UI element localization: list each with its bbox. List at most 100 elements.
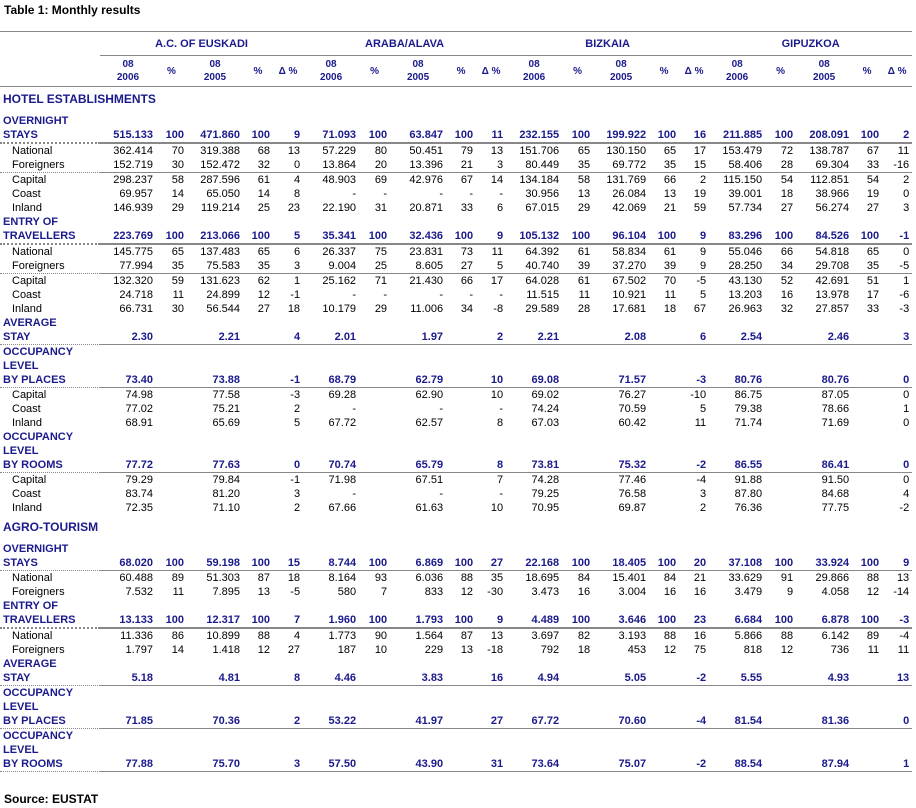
cell-araba-alava-delta-pct: 13 <box>490 630 504 642</box>
cell-a-c-of-euskadi-08-2006: 515.133 <box>100 114 156 144</box>
cell-gipuzkoa-pct-2006: 100 <box>765 114 797 144</box>
cell-gipuzkoa-pct-2005: 100 <box>852 542 883 571</box>
cell-a-c-of-euskadi-delta-pct: 2 <box>273 685 304 729</box>
cell-araba-alava-pct-2005: 34 <box>460 303 474 315</box>
cell-bizkaia-pct-2006: 13 <box>577 188 591 200</box>
cell-a-c-of-euskadi-pct-2005 <box>243 487 273 501</box>
cell-bizkaia-pct-2005: 70 <box>663 275 677 287</box>
row-label: Foreigners <box>0 158 100 173</box>
cell-bizkaia-08-2006: 64.028 <box>525 275 560 287</box>
cell-gipuzkoa-08-2005: 138.787 <box>809 145 850 157</box>
row-label: Coast <box>0 487 100 501</box>
row-label-line: STAYS <box>3 557 38 569</box>
column-header-line: % <box>659 65 669 77</box>
row-label: Coast <box>0 187 100 201</box>
cell-gipuzkoa-08-2006: 83.296 <box>709 215 766 245</box>
cell-araba-alava-pct-2006 <box>359 388 390 403</box>
cell-gipuzkoa-pct-2006: 9 <box>787 586 794 598</box>
cell-araba-alava-08-2006: 67.72 <box>328 417 357 429</box>
cell-bizkaia-pct-2006 <box>562 685 594 729</box>
cell-gipuzkoa-delta-pct: 11 <box>897 145 910 157</box>
cell-gipuzkoa-delta-pct: 0 <box>903 246 910 258</box>
cell-a-c-of-euskadi-pct-2006 <box>156 430 187 473</box>
cell-gipuzkoa-08-2005: 29.708 <box>796 259 853 274</box>
group-header: BIZKAIA <box>506 31 710 56</box>
row-label: National <box>0 571 100 586</box>
cell-gipuzkoa-pct-2005 <box>852 388 882 403</box>
cell-araba-alava-delta-pct: 17 <box>490 275 504 287</box>
cell-gipuzkoa-pct-2005 <box>852 728 883 772</box>
row-label: Foreigners <box>0 259 100 274</box>
table-row: Inland 72.35 71.10 2 67.66 61.63 10 70.95 69.87 2… <box>0 501 912 515</box>
cell-araba-alava-delta-pct: 14 <box>490 174 504 186</box>
cell-a-c-of-euskadi-08-2006: 83.74 <box>125 488 153 500</box>
cell-araba-alava-08-2006: 9.004 <box>303 259 360 274</box>
cell-bizkaia-pct-2005: 100 <box>649 599 680 629</box>
cell-a-c-of-euskadi-pct-2006 <box>156 473 187 488</box>
row-label-line: OCCUPANCY <box>3 687 74 699</box>
cell-a-c-of-euskadi-08-2005: 71.10 <box>212 502 240 514</box>
column-header-line: Δ % <box>887 65 907 77</box>
cell-bizkaia-pct-2005 <box>649 402 679 416</box>
cell-a-c-of-euskadi-pct-2006: 58 <box>171 174 184 186</box>
cell-a-c-of-euskadi-08-2005: 70.36 <box>187 685 243 729</box>
cell-a-c-of-euskadi-pct-2005: 100 <box>243 215 273 245</box>
column-header-line: 2005 <box>813 72 836 83</box>
cell-bizkaia-delta-pct: 9 <box>679 259 710 274</box>
cell-gipuzkoa-delta-pct: 9 <box>882 542 913 571</box>
cell-gipuzkoa-08-2006: 91.88 <box>734 474 763 486</box>
cell-bizkaia-delta-pct: 5 <box>700 289 707 301</box>
column-header: % <box>562 55 594 87</box>
cell-a-c-of-euskadi-delta-pct: 7 <box>273 599 304 629</box>
cell-gipuzkoa-delta-pct: -2 <box>899 502 910 514</box>
cell-araba-alava-pct-2005: 100 <box>446 215 477 245</box>
cell-bizkaia-pct-2006: 65 <box>577 145 591 157</box>
row-label-line: Coast <box>12 488 41 500</box>
cell-gipuzkoa-08-2006: 5.55 <box>709 657 766 686</box>
cell-araba-alava-08-2006: 57.229 <box>322 145 357 157</box>
cell-araba-alava-08-2005: 20.871 <box>409 202 444 214</box>
cell-araba-alava-08-2005: - <box>439 188 444 200</box>
cell-gipuzkoa-08-2006: 80.76 <box>709 344 766 388</box>
column-header-line: % <box>253 65 263 77</box>
cell-araba-alava-pct-2005: 13 <box>460 644 474 656</box>
cell-araba-alava-pct-2005: 27 <box>446 259 477 274</box>
cell-gipuzkoa-08-2005: 69.304 <box>796 158 853 173</box>
cell-gipuzkoa-pct-2005 <box>852 685 883 729</box>
cell-araba-alava-delta-pct: 16 <box>476 657 507 686</box>
row-label-line: Coast <box>12 188 41 200</box>
cell-bizkaia-08-2006: 74.28 <box>531 474 560 486</box>
cell-bizkaia-pct-2006: 61 <box>577 275 591 287</box>
cell-araba-alava-pct-2005 <box>446 430 477 473</box>
cell-a-c-of-euskadi-pct-2006: 14 <box>171 644 184 656</box>
cell-a-c-of-euskadi-08-2006: 2.30 <box>100 316 156 345</box>
cell-bizkaia-pct-2006: 18 <box>577 644 591 656</box>
cell-gipuzkoa-delta-pct: 3 <box>903 202 910 214</box>
cell-a-c-of-euskadi-delta-pct: 23 <box>287 202 301 214</box>
cell-bizkaia-delta-pct: 20 <box>679 542 710 571</box>
cell-a-c-of-euskadi-08-2006: 298.237 <box>113 174 153 186</box>
cell-araba-alava-08-2005: 1.564 <box>415 630 444 642</box>
cell-bizkaia-pct-2006: 100 <box>562 215 594 245</box>
cell-araba-alava-08-2006: 35.341 <box>303 215 360 245</box>
column-header: 08 2006 <box>709 55 766 87</box>
total-row: OCCUPANCY LEVEL BY ROOMS 77.72 77.63 0 70.74 65… <box>0 430 913 473</box>
cell-bizkaia-08-2005: 130.150 <box>606 145 647 157</box>
cell-a-c-of-euskadi-08-2005: 12.317 <box>187 599 243 629</box>
row-label-line: OCCUPANCY <box>3 431 74 443</box>
cell-bizkaia-pct-2006: 100 <box>562 114 594 144</box>
cell-a-c-of-euskadi-08-2006: 69.957 <box>119 188 153 200</box>
cell-a-c-of-euskadi-08-2005: 59.198 <box>187 542 243 571</box>
column-header-line: 2005 <box>406 72 430 83</box>
cell-bizkaia-delta-pct: 16 <box>679 114 710 144</box>
cell-gipuzkoa-pct-2006: 72 <box>780 145 794 157</box>
cell-gipuzkoa-08-2006: 26.963 <box>728 303 763 315</box>
cell-bizkaia-08-2006: 2.21 <box>506 316 563 345</box>
cell-araba-alava-pct-2005: 21 <box>446 158 477 173</box>
cell-gipuzkoa-pct-2006: 100 <box>765 542 797 571</box>
cell-a-c-of-euskadi-08-2006: 66.731 <box>119 303 153 315</box>
cell-a-c-of-euskadi-delta-pct: 3 <box>293 488 301 500</box>
row-label-line: Coast <box>12 403 41 415</box>
cell-araba-alava-pct-2006: 93 <box>374 572 388 584</box>
cell-gipuzkoa-pct-2005: 100 <box>852 599 883 629</box>
